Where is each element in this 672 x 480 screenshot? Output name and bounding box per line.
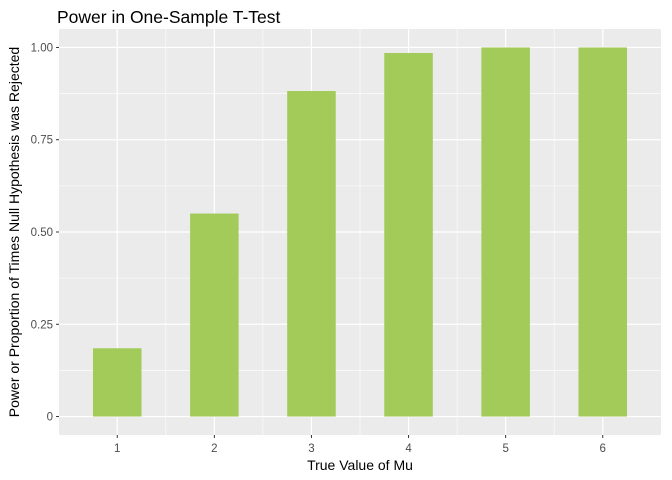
x-tick-label: 1	[114, 443, 120, 455]
x-tick-label: 3	[308, 443, 314, 455]
y-tick-label: 0.50	[31, 227, 53, 239]
bar-4	[384, 52, 433, 417]
bar-6	[578, 47, 628, 417]
y-axis-title: Power or Proportion of Times Null Hypoth…	[6, 47, 22, 417]
bars-group	[92, 47, 628, 417]
chart-title: Power in One-Sample T-Test	[57, 7, 281, 27]
x-axis: 1 2 3 4 5 6	[114, 435, 606, 455]
x-tick-label: 4	[405, 443, 412, 455]
y-axis: 0 0.25 0.50 0.75 1.00	[31, 42, 59, 424]
bar-5	[481, 47, 530, 417]
bar-3	[287, 91, 336, 417]
x-tick-label: 6	[600, 443, 606, 455]
y-tick-label: 1.00	[31, 42, 53, 54]
bar-2	[190, 213, 239, 417]
x-tick-label: 2	[211, 443, 217, 455]
y-tick-label: 0	[47, 412, 53, 424]
x-axis-title: True Value of Mu	[307, 457, 413, 473]
x-tick-label: 5	[502, 443, 508, 455]
bar-1	[92, 348, 142, 417]
y-tick-label: 0.25	[31, 319, 53, 331]
y-tick-label: 0.75	[31, 135, 53, 147]
